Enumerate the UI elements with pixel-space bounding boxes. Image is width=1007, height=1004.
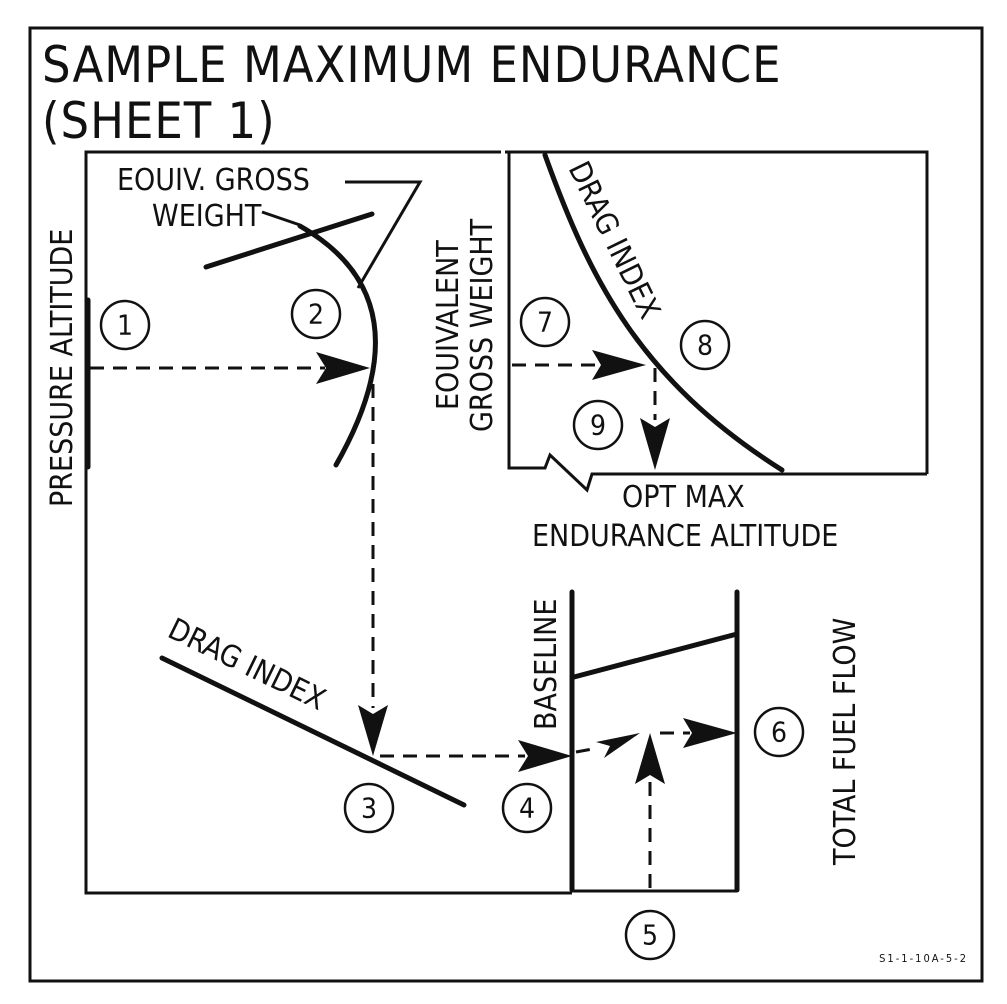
right-upper-chart-bottom bbox=[507, 152, 927, 493]
opt-max-label-line2: ENDURANCE ALTITUDE bbox=[532, 519, 838, 554]
step-1-marker: 1 bbox=[99, 299, 151, 351]
right-upper-chart-frame bbox=[505, 150, 929, 474]
title-line-2: (SHEET 1) bbox=[42, 92, 276, 150]
step4-arrowhead bbox=[683, 718, 737, 748]
step-2-number: 2 bbox=[308, 298, 324, 331]
baseline-label: BASELINE bbox=[529, 599, 564, 730]
pressure-altitude-label: PRESSURE ALTITUDE bbox=[45, 229, 80, 507]
step-3-marker: 3 bbox=[343, 782, 395, 834]
baseline-guide-arrowhead bbox=[596, 733, 640, 758]
step-7-number: 7 bbox=[537, 306, 553, 339]
gross-weight-reference-line bbox=[203, 211, 375, 270]
step-8-marker: 8 bbox=[679, 319, 731, 371]
leader-line-to-reference bbox=[261, 210, 301, 227]
outer-frame bbox=[28, 26, 984, 983]
equiv-gross-weight-label-line1: EOUIV. GROSS bbox=[117, 163, 310, 198]
drag-index-line-left bbox=[159, 655, 467, 808]
opt-max-label-line1: OPT MAX bbox=[622, 480, 745, 515]
step-7-marker: 7 bbox=[519, 296, 571, 348]
step-4-number: 4 bbox=[519, 792, 535, 825]
step-5-number: 5 bbox=[642, 919, 658, 952]
equiv-gross-weight-label-line2: WEIGHT bbox=[152, 199, 262, 234]
figure-code: S1-1-10A-5-2 bbox=[879, 952, 968, 965]
gross-weight-curve bbox=[297, 223, 378, 468]
step4-guide-dash bbox=[575, 746, 599, 754]
step-9-number: 9 bbox=[590, 409, 606, 442]
step-3-number: 3 bbox=[361, 792, 377, 825]
step-6-marker: 6 bbox=[753, 706, 805, 758]
baseline-slope-line bbox=[571, 631, 740, 680]
step-1-number: 1 bbox=[117, 309, 133, 342]
step1-arrowhead bbox=[316, 352, 370, 384]
step-8-number: 8 bbox=[697, 329, 713, 362]
step3-arrowhead bbox=[518, 740, 572, 772]
step9-arrowhead bbox=[640, 418, 670, 470]
step5-arrowhead bbox=[635, 733, 665, 784]
total-fuel-flow-label: TOTAL FUEL FLOW bbox=[828, 618, 863, 866]
equivalent-gross-weight-label-line2: GROSS WEIGHT bbox=[465, 218, 500, 432]
equivalent-gross-weight-label-line1: EOUIVALENT bbox=[431, 240, 466, 410]
drag-index-curve-right bbox=[542, 152, 785, 473]
step-6-number: 6 bbox=[771, 716, 787, 749]
step2-arrowhead bbox=[358, 705, 388, 756]
left-chart-frame bbox=[84, 150, 572, 895]
step-2-marker: 2 bbox=[290, 288, 342, 340]
title-line-1: SAMPLE MAXIMUM ENDURANCE bbox=[42, 36, 782, 94]
step-4-marker: 4 bbox=[501, 782, 553, 834]
leader-line-to-curve bbox=[345, 180, 423, 289]
step7-arrowhead bbox=[592, 350, 646, 380]
step-9-marker: 9 bbox=[572, 399, 624, 451]
step-5-marker: 5 bbox=[624, 909, 676, 961]
